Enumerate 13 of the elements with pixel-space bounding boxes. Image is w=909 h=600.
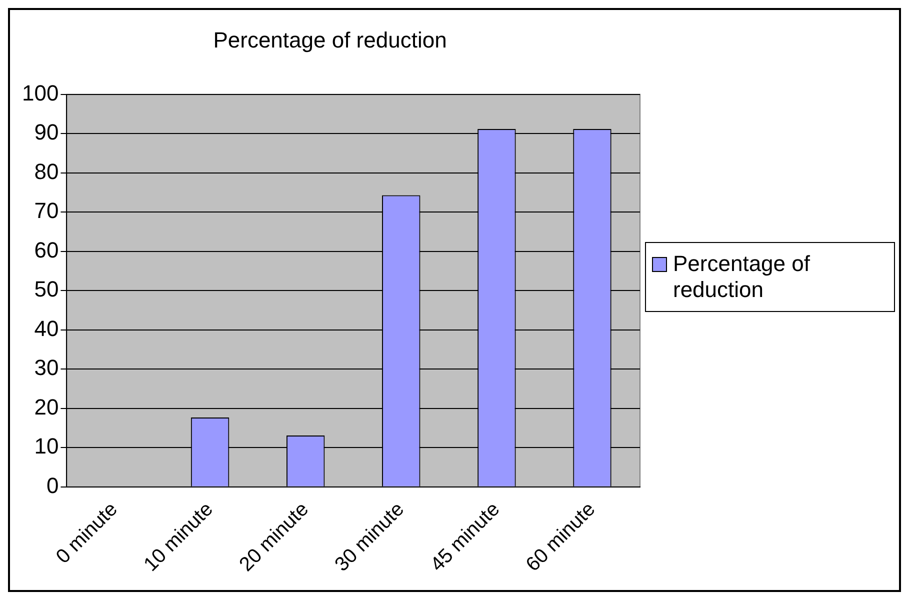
y-tick-label: 60 [34,237,59,262]
legend-label: Percentage of reduction [673,251,811,303]
y-tick-label: 80 [34,158,59,184]
y-tick-label: 100 [22,80,59,106]
y-tick-label: 20 [34,394,59,420]
y-tick-label: 0 [46,472,59,498]
y-tick-label: 90 [34,120,59,145]
y-tick-label: 50 [34,276,59,302]
y-tick-label: 70 [34,198,59,224]
y-tick-label: 40 [34,316,59,341]
y-tick-label: 30 [34,355,59,380]
y-tick-label: 10 [34,434,59,459]
chart-title: Percentage of reduction [213,27,447,52]
